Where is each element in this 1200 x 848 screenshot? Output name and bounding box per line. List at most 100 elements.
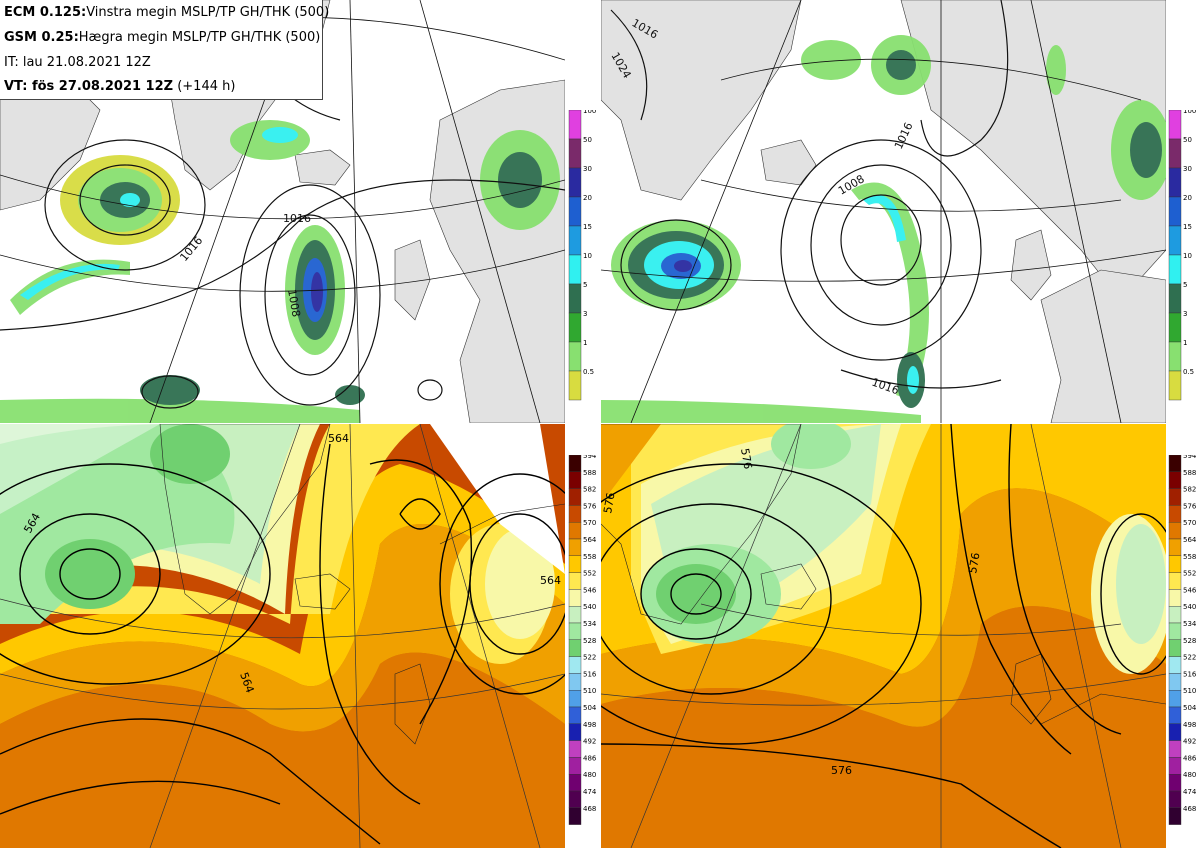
thickness-legend-label: 474 <box>1183 788 1197 796</box>
thickness-legend-label: 480 <box>1183 771 1196 779</box>
precip-legend-label: 1 <box>583 339 587 347</box>
precip-legend-swatch <box>1168 167 1182 198</box>
thickness-legend-swatch <box>1168 706 1182 724</box>
precip-legend-swatch <box>568 225 582 256</box>
thickness-legend-swatch <box>568 639 582 657</box>
gsm-model-label: GSM 0.25: <box>4 30 79 45</box>
thickness-legend-label: 474 <box>583 788 597 796</box>
precip-legend-swatch <box>1168 254 1182 285</box>
gsm-height-label-2: 576 <box>601 492 617 515</box>
precip-legend-swatch <box>568 370 582 401</box>
precip-legend-swatch <box>1168 341 1182 372</box>
precip-legend-swatch <box>1168 138 1182 169</box>
gsm-height-label-3: 576 <box>966 552 982 575</box>
thickness-legend-label: 534 <box>583 620 597 628</box>
precip-legend-label: 5 <box>583 281 587 289</box>
thickness-legend-swatch <box>1168 723 1182 741</box>
thickness-legend-label: 588 <box>583 469 596 477</box>
thickness-legend-swatch <box>568 454 582 472</box>
precip-legend-swatch <box>1168 196 1182 227</box>
thickness-legend-label: 510 <box>583 687 596 695</box>
thickness-legend-swatch <box>1168 740 1182 758</box>
thickness-legend-swatch <box>1168 488 1182 506</box>
thickness-legend-label: 510 <box>1183 687 1196 695</box>
thickness-legend-label: 492 <box>583 738 596 746</box>
thickness-legend-label: 576 <box>1183 502 1197 510</box>
thickness-legend-swatch <box>1168 505 1182 523</box>
thickness-legend-label: 534 <box>1183 620 1197 628</box>
thickness-legend-label: 468 <box>1183 805 1196 813</box>
thickness-legend-label: 516 <box>583 670 597 678</box>
thickness-legend-swatch <box>568 673 582 691</box>
precip-legend-swatch <box>1168 225 1182 256</box>
thickness-legend-right: 594 588 582 576 570 564 558 552 546 540 534 528 522 5… <box>1166 452 1200 830</box>
thickness-legend-swatch <box>1168 639 1182 657</box>
thickness-legend-label: 564 <box>583 536 597 544</box>
thickness-legend-swatch <box>568 740 582 758</box>
precip-legend-label: 50 <box>583 136 592 144</box>
precip-legend-swatch <box>568 283 582 314</box>
ecm-thickness-panel: 564 564 564 564 <box>0 424 565 848</box>
thickness-legend-label: 528 <box>1183 637 1196 645</box>
thickness-legend-swatch <box>568 689 582 708</box>
precip-legend-label: 15 <box>583 223 592 231</box>
thickness-legend-swatch <box>1168 774 1182 792</box>
precip-legend-label: 3 <box>583 310 587 318</box>
precip-legend-swatch <box>568 109 582 140</box>
thickness-legend-swatch <box>1168 790 1182 808</box>
precip-legend-right: 100 50 30 20 15 10 5 3 1 0.5 <box>1166 107 1200 410</box>
info-box: ECM 0.125:Vinstra megin MSLP/TP GH/THK (… <box>0 0 329 100</box>
ecm-height-label-4: 564 <box>540 574 561 587</box>
thickness-legend-label: 582 <box>1183 486 1196 494</box>
thickness-legend-swatch <box>568 572 582 590</box>
thickness-legend-label: 558 <box>1183 553 1196 561</box>
thickness-legend-label: 570 <box>1183 519 1196 527</box>
europe-land <box>1040 269 1166 423</box>
thickness-legend-label: 570 <box>583 519 596 527</box>
gsm-mslp-panel: 1016 1008 1016 1016 1024 <box>601 0 1166 423</box>
precip-legend-label: 20 <box>583 194 592 202</box>
thickness-legend-swatch <box>1168 605 1182 624</box>
valid-time: VT: fös 27.08.2021 12Z <box>4 79 174 94</box>
thickness-legend-label: 546 <box>1183 586 1197 594</box>
iceland-land <box>294 149 351 186</box>
thickness-legend-swatch <box>1168 689 1182 708</box>
thickness-legend-swatch <box>568 774 582 792</box>
gsm-height-label-1: 576 <box>738 447 754 470</box>
thickness-legend-swatch <box>1168 807 1182 825</box>
precip-legend-label: 3 <box>1183 310 1187 318</box>
thickness-legend-label: 516 <box>1183 670 1197 678</box>
gsm-thickness-panel: 576 576 576 576 <box>601 424 1166 848</box>
thickness-legend-swatch <box>568 521 582 540</box>
thickness-legend-label: 486 <box>1183 754 1197 762</box>
thickness-legend-label: 594 <box>583 455 597 460</box>
thickness-legend-swatch <box>1168 673 1182 691</box>
thickness-legend-label: 498 <box>1183 721 1196 729</box>
precip-legend-label: 0.5 <box>1183 368 1194 376</box>
thickness-legend-label: 558 <box>583 553 596 561</box>
precip-legend-label: 50 <box>1183 136 1192 144</box>
precip-legend-swatch <box>1168 312 1182 343</box>
gsm-height-label-4: 576 <box>831 764 852 777</box>
precip-legend-label: 30 <box>1183 165 1192 173</box>
thickness-legend-label: 468 <box>583 805 596 813</box>
thickness-legend-label: 480 <box>583 771 596 779</box>
ecm-model-label: ECM 0.125: <box>4 5 87 20</box>
thickness-legend-swatch <box>1168 521 1182 540</box>
thickness-legend-label: 552 <box>583 570 596 578</box>
thickness-legend-swatch <box>1168 622 1182 640</box>
thickness-legend-label: 522 <box>1183 654 1196 662</box>
precip-legend-swatch <box>1168 109 1182 140</box>
precip-legend-label: 1 <box>1183 339 1187 347</box>
precip-legend-label: 100 <box>1183 110 1196 115</box>
thickness-legend-swatch <box>1168 757 1182 775</box>
thickness-legend-swatch <box>1168 471 1182 489</box>
thickness-legend-label: 540 <box>1183 603 1196 611</box>
thickness-legend-swatch <box>568 589 582 607</box>
thickness-legend-label: 564 <box>1183 536 1197 544</box>
gsm-precipitation <box>601 35 1166 423</box>
thickness-legend-label: 582 <box>583 486 596 494</box>
thickness-legend-label: 486 <box>583 754 597 762</box>
ecm-isobar-label-2: 1008 <box>285 288 303 318</box>
precip-legend-swatch <box>568 341 582 372</box>
